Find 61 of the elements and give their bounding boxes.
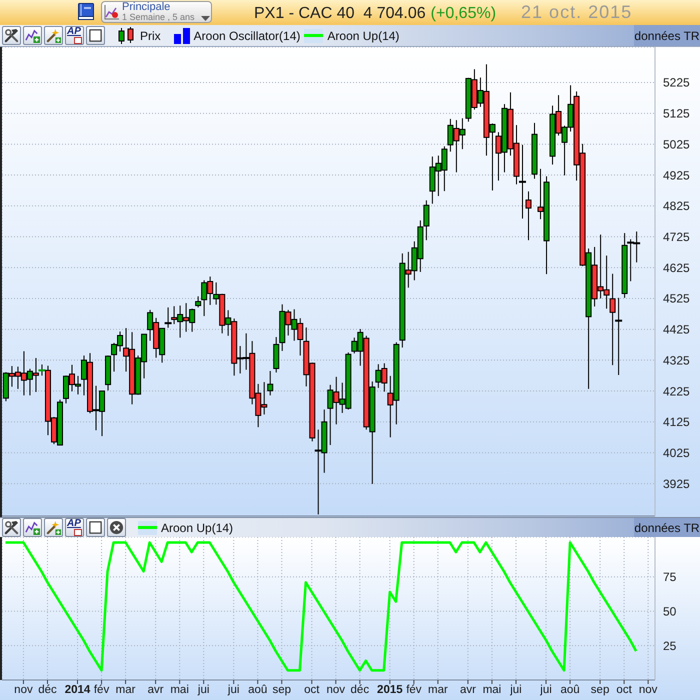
x-tick-label: mar: [116, 684, 136, 696]
text: (+0,65%): [430, 4, 496, 24]
x-tick-label: avr: [460, 684, 476, 696]
x-tick-label: oct: [616, 684, 633, 696]
x-tick-label: déc: [350, 684, 370, 696]
chart-title: PX1 - CAC 40 4 704.06: [254, 4, 426, 24]
text: données TR: [634, 520, 700, 534]
x-tick-label: aoû: [248, 684, 268, 696]
text: Aroon Oscillator(14): [194, 28, 300, 42]
y-tick-label: 4925: [663, 168, 690, 182]
legend-label: Aroon Up(14): [161, 520, 234, 534]
x-tick-label: mai: [170, 684, 189, 696]
ap-icon: AP: [65, 518, 84, 537]
x-tick-label: déc: [38, 684, 57, 696]
y-tick-label: 3925: [663, 476, 690, 491]
x-tick-label: nov: [638, 684, 658, 696]
text: 1 Semaine , 5 ans: [122, 12, 195, 22]
text: Aroon Up(14): [327, 28, 400, 42]
x-tick-label: aoû: [560, 684, 580, 696]
y-tick-label: 4225: [663, 384, 690, 398]
x-tick-label: nov: [326, 684, 346, 696]
y-tick-label: 25: [663, 638, 677, 653]
x-tick-label: jui: [226, 684, 240, 696]
y-tick-label: 4025: [663, 446, 690, 460]
y-tick-label: 4625: [663, 260, 690, 275]
x-tick-label: nov: [14, 684, 33, 696]
x-tick-label: sep: [590, 684, 610, 696]
text: Principale: [122, 1, 170, 13]
y-tick-label: 5225: [663, 76, 690, 90]
x-tick-label: mai: [482, 684, 502, 696]
candlestick: [610, 273, 616, 366]
x-tick-label: fév: [94, 684, 110, 696]
candlestick: [423, 200, 430, 241]
y-tick-label: 4525: [663, 292, 690, 306]
y-tick-label: 50: [663, 604, 677, 619]
x-tick-label: sep: [272, 684, 292, 696]
y-tick-label: 5025: [663, 137, 690, 152]
candlestick: [267, 370, 274, 396]
y-tick-label: 4325: [663, 353, 690, 368]
legend-label: Prix: [140, 28, 161, 42]
y-tick-label: 4425: [663, 322, 690, 337]
x-tick-label: avr: [148, 684, 164, 696]
y-tick-label: 5125: [663, 106, 690, 121]
candlestick: [195, 296, 202, 308]
y-tick-label: 4825: [663, 199, 690, 214]
x-tick-label: 2014: [64, 684, 91, 696]
x-tick-label: jui: [539, 684, 552, 696]
y-tick-label: 75: [663, 570, 677, 584]
x-tick-label: oct: [304, 684, 320, 696]
x-tick-label: jui: [509, 684, 522, 696]
x-tick-label: fév: [406, 684, 422, 696]
x-tick-label: 2015: [377, 684, 404, 696]
line-series: [4, 541, 638, 672]
text: données TR: [634, 28, 700, 42]
chart-subtitle: 21 oct. 2015: [521, 2, 632, 22]
y-tick-label: 4125: [663, 415, 690, 430]
x-tick-label: jui: [196, 684, 210, 696]
x-tick-label: mar: [428, 684, 448, 696]
ap-icon: AP: [65, 26, 84, 45]
candlestick: [526, 190, 532, 241]
y-tick-label: 4725: [663, 230, 690, 244]
